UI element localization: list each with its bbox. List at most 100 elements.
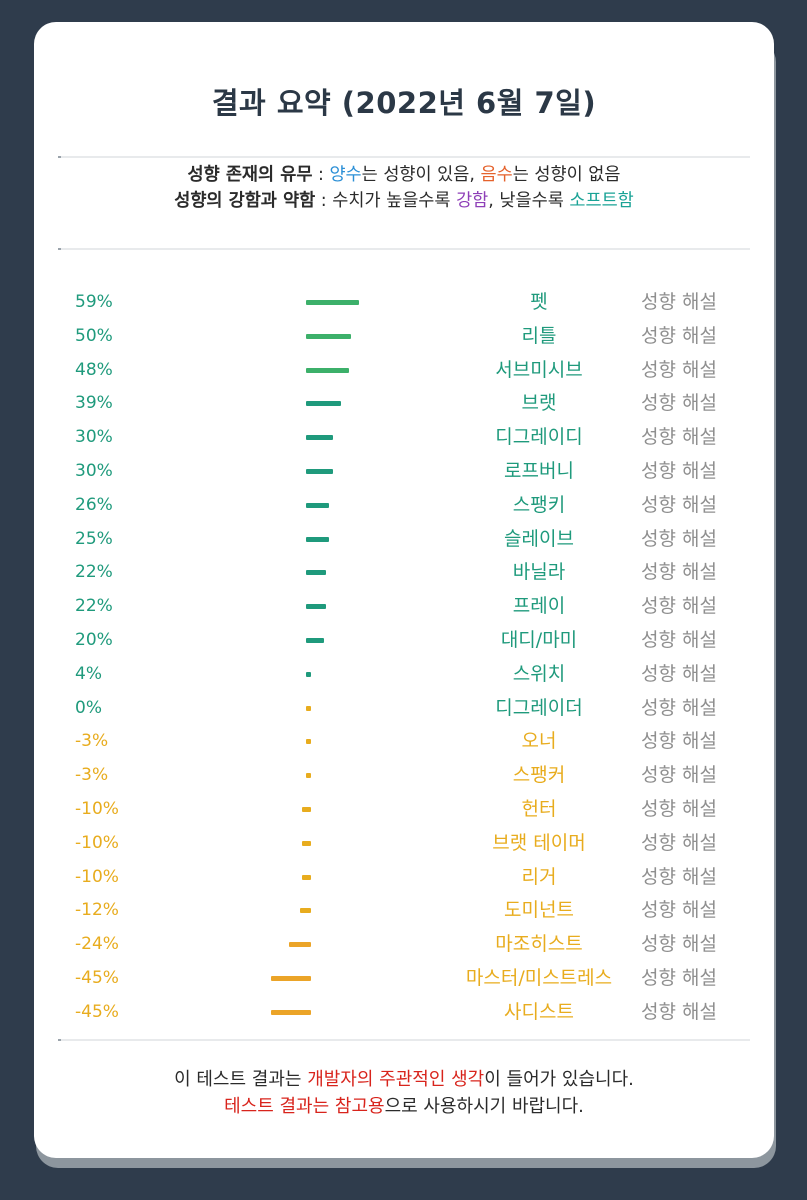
result-type-name[interactable]: 마스터/미스트레스 (465, 966, 613, 989)
legend-line-1: 성향 존재의 유무 : 양수는 성향이 있음, 음수는 성향이 없음 (34, 162, 774, 188)
result-percent: -3% (75, 731, 109, 752)
type-description-link[interactable]: 성향 해설 (641, 1000, 717, 1023)
legend-label-existence: 성향 존재의 유무 (187, 165, 313, 185)
result-type-name[interactable]: 펫 (530, 291, 548, 313)
result-bar (302, 806, 311, 812)
result-row: -3% 스팽커 성향 해설 (34, 758, 774, 792)
result-type-name[interactable]: 사디스트 (504, 1000, 574, 1023)
disclaimer-line-2: 테스트 결과는 참고용으로 사용하시기 바랍니다. (34, 1093, 774, 1120)
result-row: -3% 오너 성향 해설 (34, 724, 774, 758)
result-percent: -45% (75, 967, 119, 988)
result-type-name[interactable]: 디그레이더 (495, 696, 583, 719)
disclaimer: 이 테스트 결과는 개발자의 주관적인 생각이 들어가 있습니다. 테스트 결과… (34, 1066, 774, 1120)
type-description-link[interactable]: 성향 해설 (641, 426, 717, 449)
result-row: 30% 디그레이디 성향 해설 (34, 420, 774, 454)
type-description-link[interactable]: 성향 해설 (641, 527, 717, 550)
type-description-link[interactable]: 성향 해설 (641, 493, 717, 516)
result-bar (306, 300, 360, 305)
result-type-name[interactable]: 스팽커 (512, 764, 566, 787)
result-bar (306, 739, 311, 745)
result-percent: 59% (75, 292, 113, 312)
type-description-link[interactable]: 성향 해설 (641, 662, 717, 685)
result-row: -45% 사디스트 성향 해설 (34, 995, 774, 1029)
type-description-link[interactable]: 성향 해설 (641, 899, 717, 922)
divider-bottom (58, 1039, 750, 1041)
result-bar (306, 401, 342, 407)
result-type-name[interactable]: 오너 (521, 730, 557, 753)
result-type-name[interactable]: 스팽키 (512, 493, 566, 516)
type-description-link[interactable]: 성향 해설 (641, 291, 717, 313)
legend-positive-word: 양수 (329, 165, 362, 185)
result-row: -45% 마스터/미스트레스 성향 해설 (34, 961, 774, 995)
result-percent: -45% (75, 1001, 119, 1022)
result-bar (306, 502, 330, 508)
result-bar (300, 908, 311, 914)
result-row: 25% 슬레이브 성향 해설 (34, 522, 774, 556)
type-description-link[interactable]: 성향 해설 (641, 865, 717, 888)
result-bar (306, 671, 311, 677)
result-type-name[interactable]: 슬레이브 (504, 527, 574, 550)
type-description-link[interactable]: 성향 해설 (641, 459, 717, 482)
legend-soft-word: 소프트함 (569, 191, 634, 211)
type-description-link[interactable]: 성향 해설 (641, 730, 717, 753)
result-row: 0% 디그레이더 성향 해설 (34, 691, 774, 725)
divider-middle (58, 248, 750, 250)
result-bar (270, 975, 311, 981)
type-description-link[interactable]: 성향 해설 (641, 831, 717, 854)
legend-negative-text: 는 성향이 없음 (512, 165, 621, 185)
result-type-name[interactable]: 브랫 테이머 (492, 831, 586, 854)
disclaimer-text: 으로 사용하시기 바랍니다. (384, 1096, 584, 1117)
type-description-link[interactable]: 성향 해설 (641, 797, 717, 820)
result-type-name[interactable]: 스위치 (512, 662, 566, 685)
result-summary-card: 결과 요약 (2022년 6월 7일) 성향 존재의 유무 : 양수는 성향이 … (34, 22, 774, 1158)
result-type-name[interactable]: 마조히스트 (495, 933, 583, 956)
result-type-name[interactable]: 브랫 (521, 392, 557, 415)
result-row: 4% 스위치 성향 해설 (34, 657, 774, 691)
result-percent: 39% (75, 393, 113, 414)
type-description-link[interactable]: 성향 해설 (641, 392, 717, 415)
result-row: 50% 리틀 성향 해설 (34, 319, 774, 353)
disclaimer-line-1: 이 테스트 결과는 개발자의 주관적인 생각이 들어가 있습니다. (34, 1066, 774, 1093)
disclaimer-highlight: 테스트 결과는 참고용 (224, 1096, 385, 1117)
result-type-name[interactable]: 헌터 (521, 797, 557, 820)
result-row: -10% 리거 성향 해설 (34, 860, 774, 894)
disclaimer-text: 이 테스트 결과는 (174, 1069, 308, 1090)
type-description-link[interactable]: 성향 해설 (641, 966, 717, 989)
result-type-name[interactable]: 디그레이디 (495, 426, 583, 449)
result-type-name[interactable]: 로프버니 (504, 459, 574, 482)
type-description-link[interactable]: 성향 해설 (641, 764, 717, 787)
result-percent: 26% (75, 494, 113, 515)
result-type-name[interactable]: 도미넌트 (504, 899, 574, 922)
type-description-link[interactable]: 성향 해설 (641, 358, 717, 381)
type-description-link[interactable]: 성향 해설 (641, 324, 717, 347)
result-bar (306, 637, 324, 643)
type-description-link[interactable]: 성향 해설 (641, 696, 717, 719)
result-type-name[interactable]: 서브미시브 (495, 358, 583, 381)
legend-positive-text: 는 성향이 있음, (361, 165, 481, 185)
result-row: 26% 스팽키 성향 해설 (34, 488, 774, 522)
type-description-link[interactable]: 성향 해설 (641, 595, 717, 618)
result-bar (306, 367, 350, 373)
result-type-name[interactable]: 바닐라 (512, 561, 566, 584)
type-description-link[interactable]: 성향 해설 (641, 561, 717, 584)
result-bar (270, 1009, 311, 1015)
result-type-name[interactable]: 프레이 (512, 595, 566, 618)
legend-text-2: , 낮을수록 (488, 191, 570, 211)
result-percent: 4% (75, 663, 102, 684)
result-percent: -12% (75, 900, 119, 921)
result-row: 20% 대디/마미 성향 해설 (34, 623, 774, 657)
result-bar (306, 536, 329, 542)
result-bar (302, 840, 311, 846)
legend-line-2: 성향의 강함과 약함 : 수치가 높을수록 강함, 낮을수록 소프트함 (34, 188, 774, 214)
result-percent: 30% (75, 460, 113, 481)
result-type-name[interactable]: 대디/마미 (500, 628, 578, 651)
result-type-name[interactable]: 리틀 (521, 324, 557, 347)
result-percent: -10% (75, 798, 119, 819)
result-bar (306, 333, 351, 339)
result-type-name[interactable]: 리거 (521, 865, 557, 888)
type-description-link[interactable]: 성향 해설 (641, 933, 717, 956)
legend-sep: : (312, 165, 330, 185)
type-description-link[interactable]: 성향 해설 (641, 628, 717, 651)
result-bar (289, 942, 311, 948)
result-row: 59% 펫 성향 해설 (34, 285, 774, 319)
